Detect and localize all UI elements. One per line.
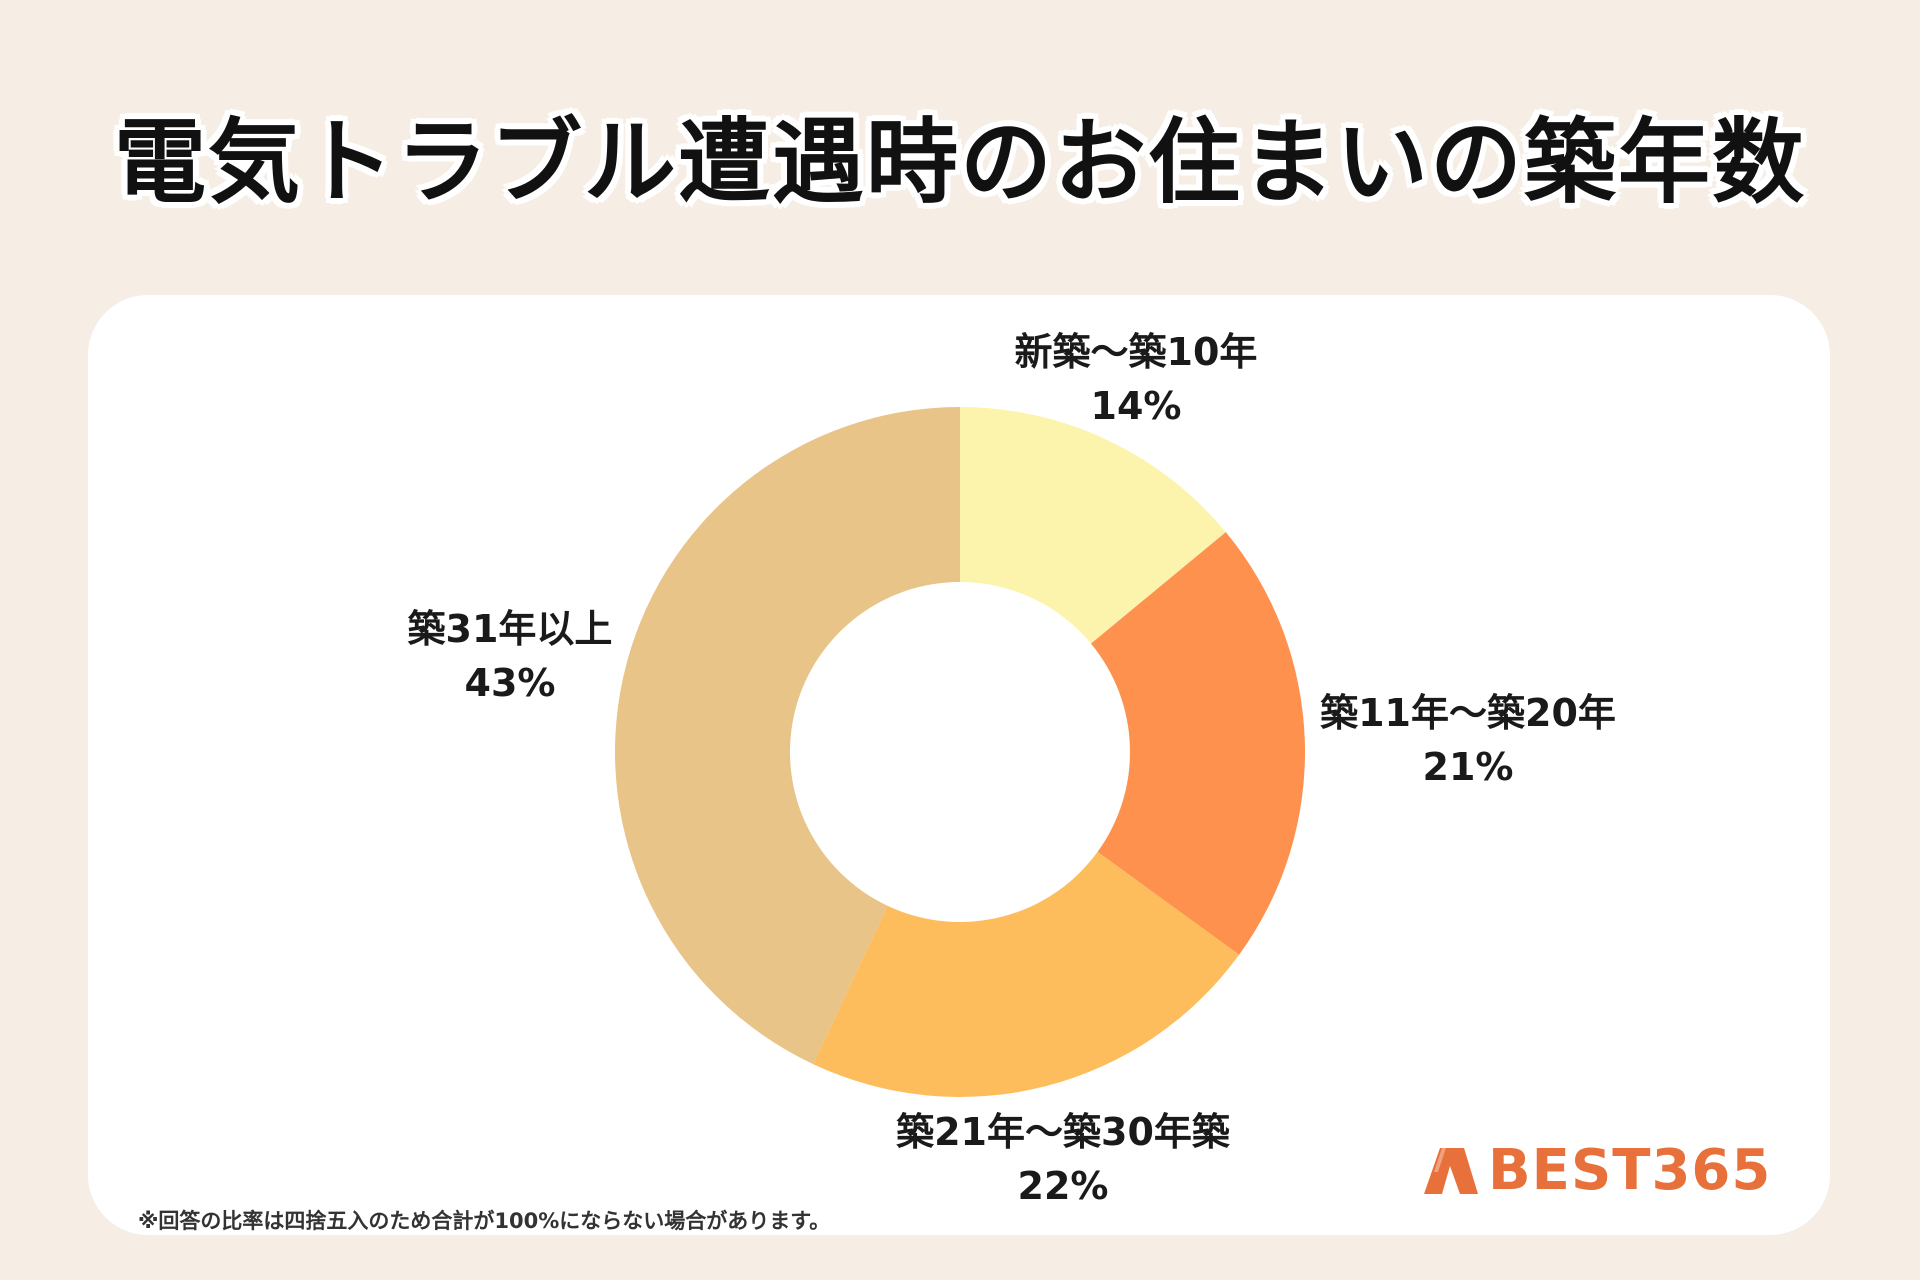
donut-slice-0 [960, 407, 1226, 644]
brand-logo: BEST365 [1420, 1137, 1772, 1203]
chart-title: 電気トラブル遭遇時のお住まいの築年数 [113, 109, 1806, 216]
slice-category-2: 築21年〜築30年築 [896, 1110, 1230, 1154]
donut-slice-2 [813, 851, 1240, 1097]
footnote: ※回答の比率は四捨五入のため合計が100%にならない場合があります。 [138, 1209, 831, 1233]
donut-slice-1 [1090, 532, 1305, 955]
slice-label-1: 築11年〜築20年 21% [1320, 686, 1616, 794]
slice-label-0: 新築〜築10年 14% [1015, 325, 1258, 433]
best365-logo-mark-icon [1424, 1148, 1478, 1194]
slice-category-3: 築31年以上 [407, 607, 613, 651]
slice-value-2: 22% [1017, 1164, 1109, 1208]
slice-value-1: 21% [1422, 745, 1514, 789]
slice-value-3: 43% [464, 661, 556, 705]
slice-category-1: 築11年〜築20年 [1320, 691, 1616, 735]
donut-slice-3 [615, 407, 960, 1065]
slice-category-0: 新築〜築10年 [1014, 330, 1258, 374]
slice-label-2: 築21年〜築30年築 22% [896, 1105, 1230, 1213]
logo-text: BEST365 [1488, 1137, 1772, 1203]
slice-label-3: 築31年以上 43% [408, 602, 613, 710]
slice-value-0: 14% [1090, 384, 1182, 428]
